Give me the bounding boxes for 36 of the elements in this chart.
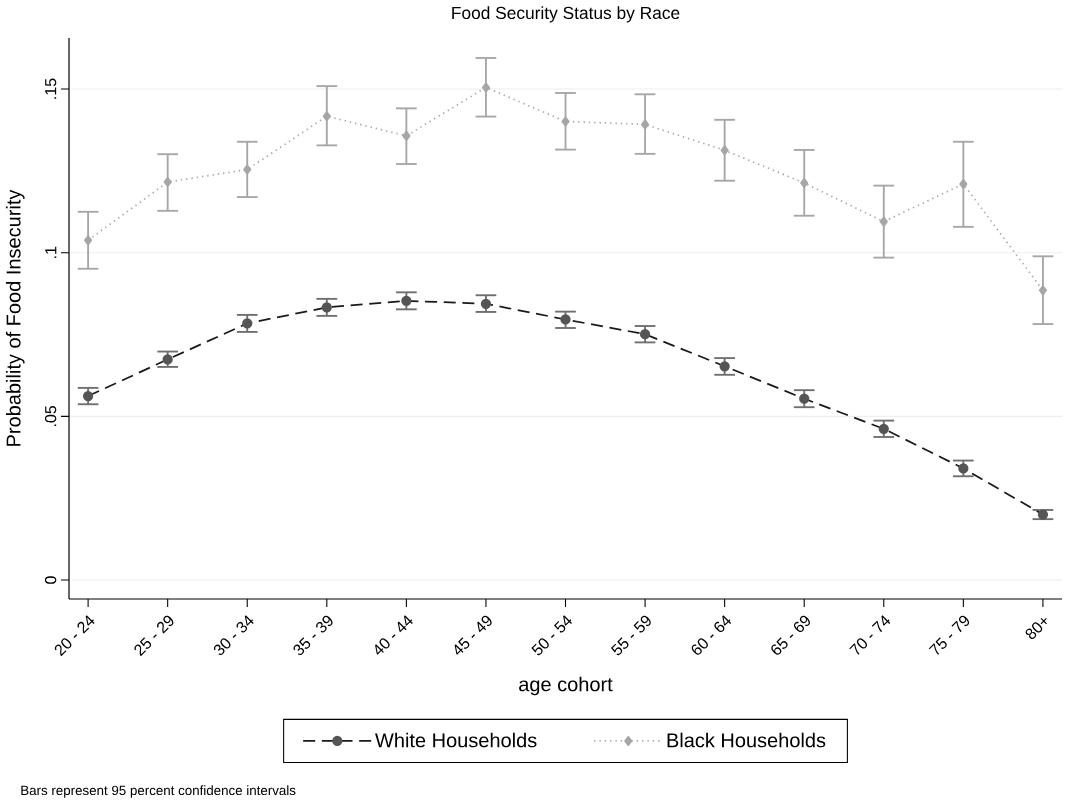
x-tick-label: 55 - 59	[610, 615, 651, 656]
y-tick-label: .1	[45, 246, 57, 258]
x-axis-title: age cohort	[519, 676, 613, 696]
x-tick-label: 25 - 29	[134, 615, 174, 657]
x-tick-label: 30 - 34	[213, 615, 254, 656]
point	[243, 164, 252, 175]
legend-label: White Households	[375, 732, 537, 748]
chart-title: Food Security Status by Race	[452, 6, 680, 23]
x-tick-label: 65 - 69	[771, 615, 810, 655]
text: Bars represent 95 percent confidence intervals	[21, 785, 296, 798]
y-axis-title: Probability of Food Insecurity	[5, 189, 25, 446]
point	[84, 235, 93, 246]
x-tick-label: 40 - 44	[375, 615, 413, 655]
y-tick-label: 0	[44, 576, 57, 584]
y-tick-label: .15	[45, 78, 57, 99]
point	[720, 145, 729, 156]
point	[402, 130, 411, 141]
y-tick-label: .05	[44, 405, 57, 427]
x-tick-label: 50 - 54	[531, 615, 572, 656]
point	[481, 82, 491, 93]
x-tick-label: 60 - 64	[691, 615, 732, 655]
x-tick-label: 45 - 49	[454, 615, 492, 655]
point	[800, 177, 809, 189]
point	[1038, 285, 1047, 296]
x-tick-label: 80+	[1025, 617, 1047, 640]
point	[641, 119, 650, 130]
x-tick-label: 70 - 74	[849, 615, 891, 655]
point	[163, 176, 172, 188]
point	[561, 116, 570, 127]
x-tick-label: 20 - 24	[54, 615, 95, 657]
x-tick-label: 35 - 39	[293, 615, 333, 656]
point	[959, 178, 968, 190]
x-tick-label: 75 - 79	[928, 615, 970, 655]
point	[322, 111, 331, 122]
point	[879, 216, 888, 227]
legend-label: Black Households	[667, 732, 826, 748]
